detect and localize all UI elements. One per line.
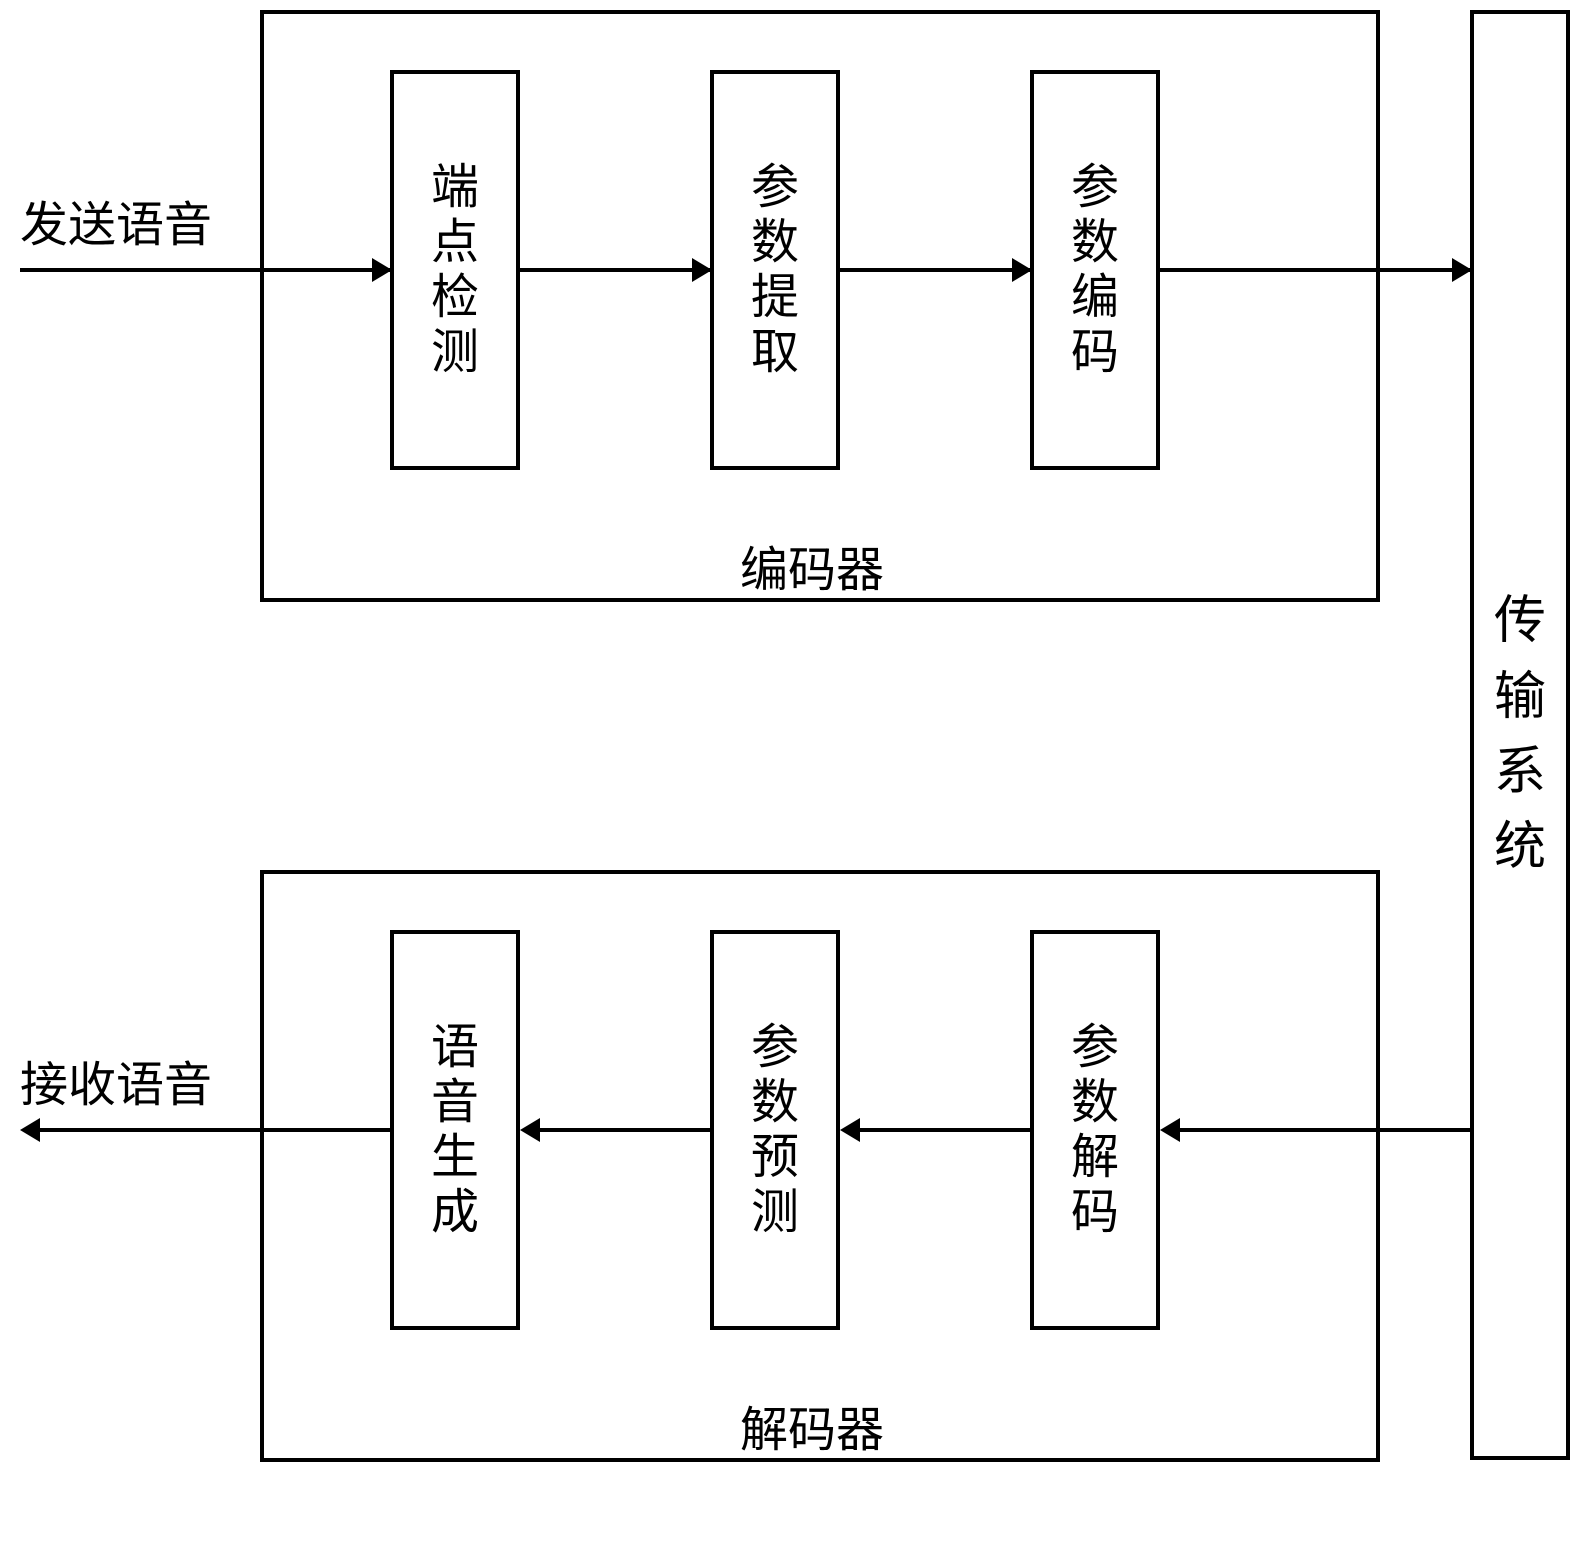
param-encoding-label: 参数编码 xyxy=(1071,160,1119,381)
endpoint-detection-box: 端点检测 xyxy=(390,70,520,470)
arrowhead-3 xyxy=(1012,258,1032,282)
receive-speech-label: 接收语音 xyxy=(20,1045,212,1115)
arrowhead-7 xyxy=(520,1118,540,1142)
arrow-dec-1-2 xyxy=(858,1128,1030,1132)
speech-generation-label: 语音生成 xyxy=(431,1020,479,1241)
transmission-box: 传输系统 xyxy=(1470,10,1570,1460)
arrow-output-decoder xyxy=(38,1128,390,1132)
arrowhead-1 xyxy=(372,258,392,282)
arrowhead-2 xyxy=(692,258,712,282)
param-decoding-label: 参数解码 xyxy=(1071,1020,1119,1241)
arrow-input-encoder xyxy=(20,268,390,272)
decoder-title: 解码器 xyxy=(740,1390,884,1460)
param-prediction-label: 参数预测 xyxy=(751,1020,799,1241)
param-prediction-box: 参数预测 xyxy=(710,930,840,1330)
param-extraction-box: 参数提取 xyxy=(710,70,840,470)
arrowhead-4 xyxy=(1452,258,1472,282)
arrow-enc-1-2 xyxy=(520,268,710,272)
arrowhead-8 xyxy=(20,1118,40,1142)
arrow-enc-out xyxy=(1160,268,1470,272)
arrow-enc-2-3 xyxy=(840,268,1030,272)
transmission-label: 传输系统 xyxy=(1494,584,1546,886)
endpoint-detection-label: 端点检测 xyxy=(431,160,479,381)
arrow-dec-2-3 xyxy=(538,1128,710,1132)
send-speech-label: 发送语音 xyxy=(20,185,212,255)
arrowhead-6 xyxy=(840,1118,860,1142)
encoder-title: 编码器 xyxy=(740,530,884,600)
param-encoding-box: 参数编码 xyxy=(1030,70,1160,470)
param-extraction-label: 参数提取 xyxy=(751,160,799,381)
arrow-dec-in xyxy=(1178,1128,1470,1132)
arrowhead-5 xyxy=(1160,1118,1180,1142)
speech-generation-box: 语音生成 xyxy=(390,930,520,1330)
param-decoding-box: 参数解码 xyxy=(1030,930,1160,1330)
